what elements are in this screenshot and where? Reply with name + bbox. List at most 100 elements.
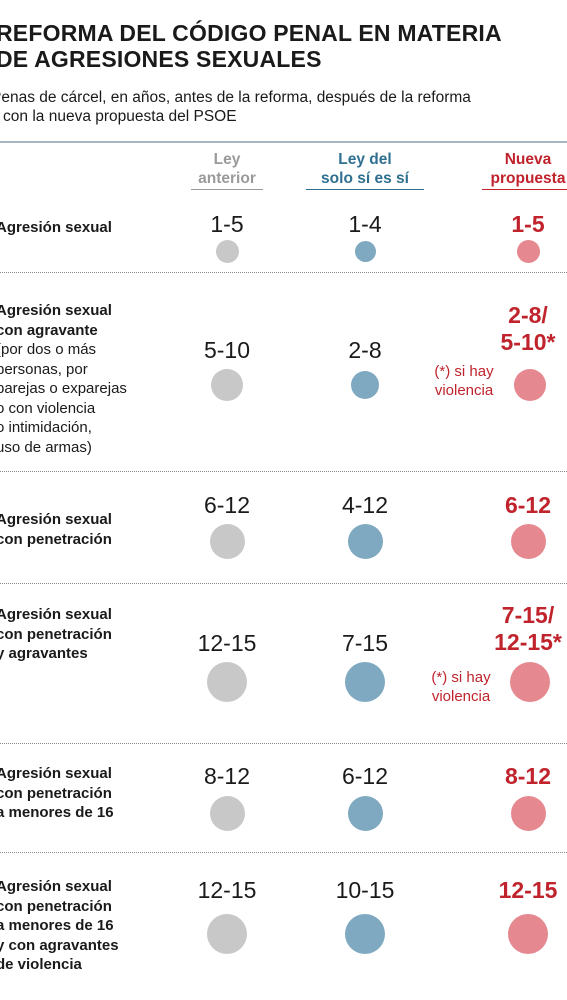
row-label-line: a menores de 16 (0, 917, 114, 934)
violence-note-line: violencia (431, 688, 491, 705)
sentence-circle-anterior (209, 795, 245, 831)
row-separator (0, 471, 567, 472)
row-label-line: parejas o exparejas (0, 380, 127, 397)
sentence-circle-solo-si (347, 795, 383, 831)
violence-note-line: (*) si hay (434, 363, 494, 380)
row-label-line: con agravante (0, 321, 98, 339)
column-header-line: Ley del (338, 151, 392, 168)
row-label-line: personas, por (0, 360, 88, 378)
range-value: 1-4 (348, 211, 382, 237)
sentence-circle-anterior (207, 662, 247, 702)
row-label-line: con penetración (0, 625, 112, 643)
range-value-line: 12-15* (494, 629, 562, 655)
row-label-line: de violencia (0, 956, 82, 973)
row-label-line: con penetración (0, 897, 112, 915)
row-label-line: Agresión sexual (0, 302, 112, 319)
row-label-line: y agravantes (0, 645, 88, 662)
sentence-circle-solo-si (351, 371, 379, 399)
column-header: Nueva propuesta (458, 150, 567, 188)
range-value-line: 8-12 (504, 763, 552, 789)
row-label: Agresión sexual con penetración (0, 510, 166, 549)
range-value: 10-15 (335, 877, 395, 903)
sentence-circle-nueva (510, 795, 546, 831)
column-header-line: solo sí es sí (321, 170, 409, 187)
sentence-circle-nueva (510, 662, 550, 702)
range-value: 1-5 (210, 211, 244, 237)
column-header: Ley anterior (157, 150, 297, 188)
row-label-line: Agresión sexual (0, 765, 112, 782)
row-label-line: Agresión sexual (0, 606, 112, 623)
row-separator (0, 583, 567, 584)
range-value: 12-15 (197, 630, 257, 656)
row-separator (0, 852, 567, 853)
range-value-line: 12-15 (498, 877, 558, 903)
sentence-circle-anterior (207, 914, 247, 954)
row-label-line: con penetración (0, 784, 112, 802)
row-label: Agresión sexual con penetración y agravant… (0, 605, 166, 664)
row-label-line: Agresión sexual (0, 511, 112, 528)
sentence-circle-solo-si (345, 662, 385, 702)
range-value-nueva: 8-12 (458, 763, 567, 790)
sentence-circle-nueva (514, 369, 546, 401)
violence-note-line: (*) si hay (431, 669, 491, 686)
range-value: 8-12 (203, 763, 251, 789)
range-value: 12-15 (197, 877, 257, 903)
subtitle-line: y con la nueva propuesta del PSOE (0, 108, 237, 125)
range-value-line: 6-12 (504, 492, 552, 518)
sentence-circle-solo-si (354, 240, 376, 262)
sentence-circle-nueva (508, 914, 548, 954)
row-label-line: uso de armas) (0, 438, 92, 456)
range-value-nueva: 2-8/5-10* (458, 302, 567, 356)
row-label: Agresión sexual con penetración a menores … (0, 764, 166, 823)
sentence-circle-anterior (215, 239, 239, 263)
violence-note-line: violencia (434, 382, 494, 399)
range-value-nueva: 6-12 (458, 492, 567, 519)
range-value: 7-15 (341, 630, 389, 656)
column-header-underline (306, 189, 424, 190)
row-label: Agresión sexual con penetración a menores … (0, 877, 166, 975)
chart-title: REFORMA DEL CÓDIGO PENAL EN MATERIA DE A… (0, 20, 556, 72)
sentence-circle-nueva (516, 239, 540, 263)
column-header-underline (482, 189, 567, 190)
row-separator (0, 272, 567, 273)
row-label-line: y con agravantes (0, 936, 119, 954)
title-line: REFORMA DEL CÓDIGO PENAL EN MATERIA (0, 20, 502, 46)
range-value-line: 7-15/ (501, 602, 555, 628)
range-value-nueva: 7-15/12-15* (458, 602, 567, 656)
row-separator (0, 743, 567, 744)
subtitle-line: Penas de cárcel, en años, antes de la re… (0, 89, 471, 106)
top-rule (0, 141, 567, 143)
row-label: Agresión sexual (0, 218, 166, 238)
row-label-line: o con violencia (0, 399, 96, 417)
column-header-line: Nueva (504, 151, 552, 168)
sentence-circle-anterior (209, 523, 245, 559)
violence-note: (*) si hay violencia (409, 362, 519, 400)
row-label-line: Agresión sexual (0, 878, 112, 895)
range-value-nueva: 12-15 (458, 877, 567, 904)
chart-subtitle: Penas de cárcel, en años, antes de la re… (0, 88, 561, 126)
range-value: 6-12 (341, 763, 389, 789)
sentence-circle-nueva (510, 523, 546, 559)
row-label-line: o intimidación, (0, 419, 92, 436)
range-value-line: 5-10* (500, 329, 556, 355)
range-value: 4-12 (341, 492, 389, 518)
column-header-underline (191, 189, 263, 190)
row-label-line: Agresión sexual (0, 219, 112, 236)
row-label-line: con penetración (0, 530, 112, 548)
row-label: Agresión sexual con agravante (por dos o m… (0, 301, 166, 457)
sentence-circle-solo-si (345, 914, 385, 954)
range-value: 2-8 (348, 337, 382, 363)
column-header-line: anterior (198, 170, 256, 187)
row-label-line: a menores de 16 (0, 804, 114, 821)
title-line: DE AGRESIONES SEXUALES (0, 46, 322, 72)
column-header-line: Ley (213, 151, 241, 168)
row-label-line: (por dos o más (0, 341, 97, 358)
range-value-line: 1-5 (511, 211, 545, 237)
violence-note: (*) si hay violencia (406, 668, 516, 706)
range-value-nueva: 1-5 (458, 211, 567, 238)
range-value-line: 2-8/ (508, 302, 548, 328)
column-header-line: propuesta (490, 170, 566, 187)
sentence-circle-solo-si (347, 523, 383, 559)
range-value: 5-10 (203, 337, 251, 363)
column-header: Ley del solo sí es sí (295, 150, 435, 188)
